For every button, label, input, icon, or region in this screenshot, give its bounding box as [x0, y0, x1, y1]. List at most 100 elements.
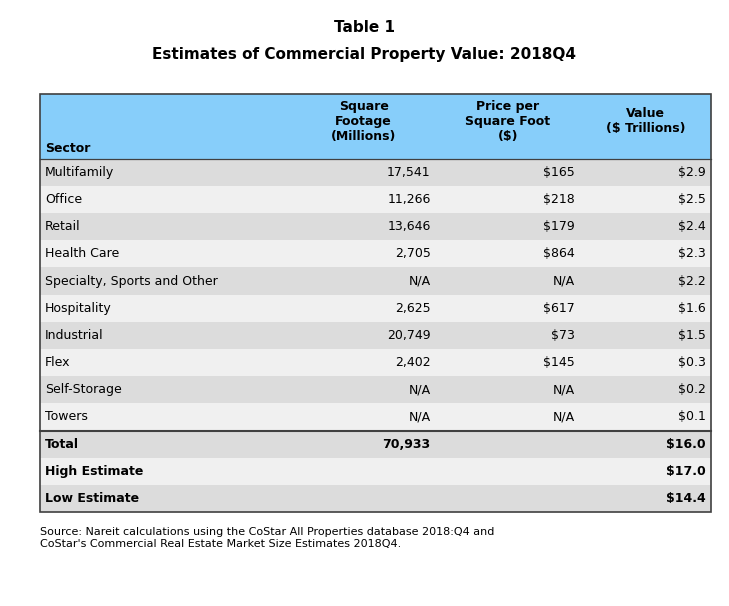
Text: N/A: N/A [408, 383, 431, 396]
Text: $0.1: $0.1 [678, 410, 706, 424]
Text: Self-Storage: Self-Storage [45, 383, 122, 396]
Bar [436, 430, 580, 458]
Bar [436, 186, 580, 213]
Text: $2.2: $2.2 [678, 275, 706, 288]
Bar [436, 404, 580, 430]
Bar [580, 376, 711, 404]
Bar [580, 213, 711, 240]
Text: N/A: N/A [408, 410, 431, 424]
Text: $17.0: $17.0 [666, 465, 706, 478]
Text: Value
($ Trillions): Value ($ Trillions) [606, 107, 685, 136]
Text: Hospitality: Hospitality [45, 302, 112, 315]
Bar [40, 349, 292, 376]
Bar [40, 376, 292, 404]
Text: Source: Nareit calculations using the CoStar All Properties database 2018:Q4 and: Source: Nareit calculations using the Co… [40, 527, 494, 549]
Bar [292, 295, 436, 322]
Text: Sector: Sector [45, 142, 90, 155]
Bar [40, 186, 292, 213]
Bar [40, 94, 711, 512]
Text: Estimates of Commercial Property Value: 2018Q4: Estimates of Commercial Property Value: … [152, 47, 577, 62]
Text: Table 1: Table 1 [334, 20, 395, 35]
Text: N/A: N/A [408, 275, 431, 288]
Text: $864: $864 [543, 247, 575, 261]
Text: $73: $73 [551, 329, 575, 342]
Bar [40, 485, 292, 512]
Text: $16.0: $16.0 [666, 438, 706, 451]
Bar [580, 267, 711, 295]
Text: 20,749: 20,749 [387, 329, 431, 342]
Bar [292, 322, 436, 349]
Text: Total: Total [45, 438, 79, 451]
Text: $14.4: $14.4 [666, 492, 706, 505]
Text: $165: $165 [543, 166, 575, 179]
Bar [292, 485, 436, 512]
Bar [40, 240, 292, 267]
Bar [292, 186, 436, 213]
Bar [436, 322, 580, 349]
Text: 13,646: 13,646 [387, 220, 431, 233]
Text: $179: $179 [543, 220, 575, 233]
Bar [436, 376, 580, 404]
Bar [40, 94, 292, 159]
Bar [436, 349, 580, 376]
Text: $2.9: $2.9 [678, 166, 706, 179]
Bar [292, 430, 436, 458]
Text: Retail: Retail [45, 220, 81, 233]
Bar [292, 404, 436, 430]
Text: Price per
Square Foot
($): Price per Square Foot ($) [465, 100, 550, 143]
Text: High Estimate: High Estimate [45, 465, 144, 478]
Text: $617: $617 [543, 302, 575, 315]
Bar [292, 94, 436, 159]
Text: 70,933: 70,933 [383, 438, 431, 451]
Bar [436, 267, 580, 295]
Text: 17,541: 17,541 [387, 166, 431, 179]
Bar [436, 159, 580, 186]
Text: 2,705: 2,705 [395, 247, 431, 261]
Text: $145: $145 [543, 356, 575, 369]
Bar [292, 349, 436, 376]
Text: $1.5: $1.5 [678, 329, 706, 342]
Bar [580, 240, 711, 267]
Bar [580, 349, 711, 376]
Text: Office: Office [45, 193, 82, 206]
Bar [292, 240, 436, 267]
Text: $1.6: $1.6 [678, 302, 706, 315]
Text: Towers: Towers [45, 410, 88, 424]
Bar [292, 267, 436, 295]
Text: N/A: N/A [553, 275, 575, 288]
Bar [436, 485, 580, 512]
Bar [580, 186, 711, 213]
Bar [40, 267, 292, 295]
Bar [40, 430, 292, 458]
Text: $0.2: $0.2 [678, 383, 706, 396]
Bar [40, 458, 292, 485]
Text: $0.3: $0.3 [678, 356, 706, 369]
Text: Industrial: Industrial [45, 329, 104, 342]
Text: Specialty, Sports and Other: Specialty, Sports and Other [45, 275, 218, 288]
Text: $2.4: $2.4 [678, 220, 706, 233]
Bar [40, 295, 292, 322]
Bar [40, 213, 292, 240]
Text: Multifamily: Multifamily [45, 166, 114, 179]
Text: N/A: N/A [553, 410, 575, 424]
Bar [292, 213, 436, 240]
Bar [436, 240, 580, 267]
Bar [292, 159, 436, 186]
Bar [580, 485, 711, 512]
Bar [580, 404, 711, 430]
Text: 11,266: 11,266 [387, 193, 431, 206]
Bar [292, 376, 436, 404]
Text: Low Estimate: Low Estimate [45, 492, 139, 505]
Text: 2,625: 2,625 [395, 302, 431, 315]
Bar [436, 94, 580, 159]
Bar [580, 322, 711, 349]
Text: Square
Footage
(Millions): Square Footage (Millions) [331, 100, 397, 143]
Bar [580, 159, 711, 186]
Bar [580, 94, 711, 159]
Bar [580, 430, 711, 458]
Text: $218: $218 [543, 193, 575, 206]
Text: Flex: Flex [45, 356, 71, 369]
Text: $2.3: $2.3 [678, 247, 706, 261]
Bar [436, 213, 580, 240]
Bar [40, 322, 292, 349]
